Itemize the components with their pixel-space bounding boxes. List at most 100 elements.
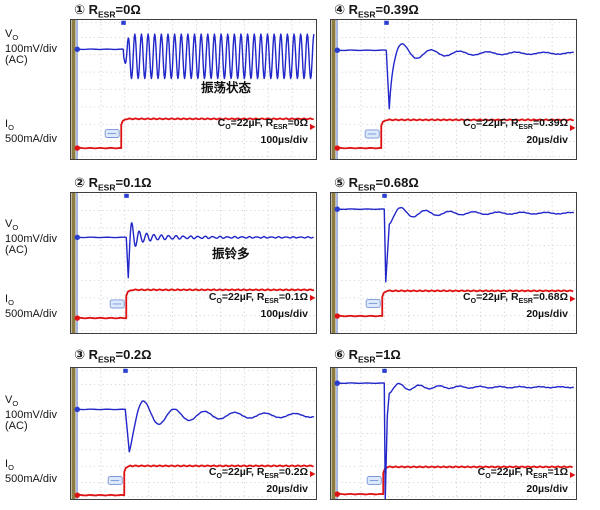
trigger-level-marker bbox=[569, 295, 576, 302]
trigger-level-marker bbox=[309, 294, 316, 301]
caption-timebase: 20µs/div bbox=[526, 308, 568, 320]
vo-axis-label-line: 100mV/div bbox=[5, 232, 57, 245]
waveform-svg bbox=[331, 20, 576, 159]
panel-caption: CO=22µF, RESR=0Ω 100µs/div bbox=[218, 117, 308, 147]
vo-axis-label-line: VO bbox=[5, 28, 19, 43]
vo-axis-label-line: (AC) bbox=[5, 420, 28, 433]
io-axis-label-line: 500mA/div bbox=[5, 132, 57, 145]
subscript-text: O bbox=[216, 473, 222, 480]
subscript-text: ESR bbox=[264, 473, 279, 480]
panel-caption: CO=22µF, RESR=0.39Ω 20µs/div bbox=[463, 117, 568, 147]
vo-axis-label-line: (AC) bbox=[5, 244, 28, 257]
trigger-position-marker bbox=[123, 368, 128, 373]
subscript-text: ESR bbox=[264, 298, 279, 305]
io-ground-marker bbox=[334, 313, 341, 319]
io-axis-label-line: IO bbox=[5, 458, 14, 473]
io-trace bbox=[336, 465, 573, 496]
trigger-level-marker bbox=[569, 124, 576, 131]
io-trace bbox=[76, 288, 315, 320]
trigger-position-marker bbox=[384, 20, 389, 25]
vo-ground-marker bbox=[334, 206, 341, 212]
vo-axis-label-line: VO bbox=[5, 218, 19, 233]
io-trace bbox=[76, 464, 314, 497]
subscript-text: O bbox=[225, 124, 231, 131]
caption-timebase: 20µs/div bbox=[526, 134, 568, 146]
oscilloscope-panel: CO=22µF, RESR=0.39Ω 20µs/div bbox=[330, 19, 577, 160]
vo-ground-marker bbox=[74, 46, 81, 52]
io-ground-marker bbox=[74, 145, 81, 151]
vo-axis-label-line: 100mV/div bbox=[5, 42, 57, 55]
panel-title: ④ RESR=0.39Ω bbox=[334, 2, 419, 20]
oscilloscope-panel: CO=22µF, RESR=0.68Ω 20µs/div bbox=[330, 192, 577, 334]
panel-title: ⑥ RESR=1Ω bbox=[334, 347, 401, 365]
subscript-text: ESR bbox=[533, 473, 548, 480]
trigger-position-marker bbox=[124, 193, 129, 198]
subscript-text: ESR bbox=[518, 124, 533, 131]
oscilloscope-panel: CO=22µF, RESR=0Ω 100µs/div 振荡状态 bbox=[70, 19, 317, 160]
vo-axis-label-line: 100mV/div bbox=[5, 408, 57, 421]
subscript-text: O bbox=[216, 298, 222, 305]
io-axis-label-line: 500mA/div bbox=[5, 472, 57, 485]
panel-title: ③ RESR=0.2Ω bbox=[74, 347, 152, 365]
left-intensity-bar bbox=[331, 368, 336, 499]
panel-caption: CO=22µF, RESR=0.1Ω 100µs/div bbox=[209, 291, 308, 321]
trigger-position-marker bbox=[121, 20, 126, 25]
io-axis-label-line: IO bbox=[5, 293, 14, 308]
caption-timebase: 20µs/div bbox=[266, 483, 308, 495]
subscript-text: ESR bbox=[358, 182, 376, 193]
trigger-level-marker bbox=[569, 471, 576, 479]
caption-conditions: CO=22µF, RESR=1Ω bbox=[477, 465, 568, 480]
vo-axis-label: VO 100mV/div (AC) bbox=[5, 28, 57, 67]
waveform-annotation: 振铃多 bbox=[212, 247, 250, 261]
io-axis-label: IO 500mA/div bbox=[5, 118, 57, 145]
subscript-text: ESR bbox=[98, 182, 116, 193]
panel-title: ① RESR=0Ω bbox=[74, 2, 141, 20]
io-trace bbox=[336, 289, 574, 318]
oscilloscope-panel: CO=22µF, RESR=0.1Ω 100µs/div 振铃多 bbox=[70, 192, 317, 334]
panel-title: ⑤ RESR=0.68Ω bbox=[334, 175, 419, 193]
vo-ground-marker bbox=[334, 47, 341, 53]
subscript-text: ESR bbox=[98, 9, 116, 20]
vo-trace bbox=[337, 206, 575, 283]
subscript-text: O bbox=[470, 298, 477, 305]
io-trace bbox=[76, 117, 314, 150]
vo-ground-marker bbox=[334, 380, 341, 386]
trigger-level-marker bbox=[309, 123, 316, 130]
subscript-text: ESR bbox=[358, 354, 376, 365]
waveform-svg bbox=[331, 368, 576, 499]
vo-trace bbox=[337, 382, 574, 499]
waveform-svg bbox=[331, 193, 576, 333]
panel-caption: CO=22µF, RESR=0.68Ω 20µs/div bbox=[463, 291, 568, 321]
oscilloscope-panel: CO=22µF, RESR=0.2Ω 20µs/div bbox=[70, 367, 317, 500]
vo-ground-marker bbox=[74, 406, 81, 413]
subscript-text: O bbox=[8, 463, 14, 473]
vo-ground-marker bbox=[74, 234, 81, 241]
caption-conditions: CO=22µF, RESR=0Ω bbox=[217, 116, 308, 131]
left-intensity-bar bbox=[71, 193, 76, 333]
vo-axis-label: VO 100mV/div (AC) bbox=[5, 394, 57, 433]
caption-conditions: CO=22µF, RESR=0.39Ω bbox=[463, 116, 568, 131]
trigger-level-marker bbox=[309, 470, 316, 477]
panel-caption: CO=22µF, RESR=0.2Ω 20µs/div bbox=[209, 466, 308, 496]
subscript-text: O bbox=[8, 123, 14, 133]
vo-trace bbox=[337, 42, 574, 110]
subscript-text: ESR bbox=[518, 298, 533, 305]
io-ground-marker bbox=[334, 145, 341, 151]
io-trace bbox=[336, 118, 574, 150]
io-axis-label: IO 500mA/div bbox=[5, 293, 57, 320]
caption-conditions: CO=22µF, RESR=0.1Ω bbox=[208, 290, 308, 305]
oscilloscope-panel: CO=22µF, RESR=1Ω 20µs/div bbox=[330, 367, 577, 500]
left-intensity-bar bbox=[71, 368, 76, 499]
io-ground-marker bbox=[74, 492, 81, 498]
left-intensity-bar bbox=[331, 20, 336, 159]
subscript-text: O bbox=[470, 124, 477, 131]
caption-timebase: 20µs/div bbox=[526, 483, 568, 495]
caption-conditions: CO=22µF, RESR=0.68Ω bbox=[463, 290, 568, 305]
left-intensity-bar bbox=[331, 193, 336, 333]
vo-trace bbox=[77, 33, 315, 80]
subscript-text: ESR bbox=[358, 9, 376, 20]
subscript-text: O bbox=[12, 223, 19, 233]
caption-conditions: CO=22µF, RESR=0.2Ω bbox=[208, 465, 308, 480]
waveform-svg bbox=[71, 193, 316, 333]
